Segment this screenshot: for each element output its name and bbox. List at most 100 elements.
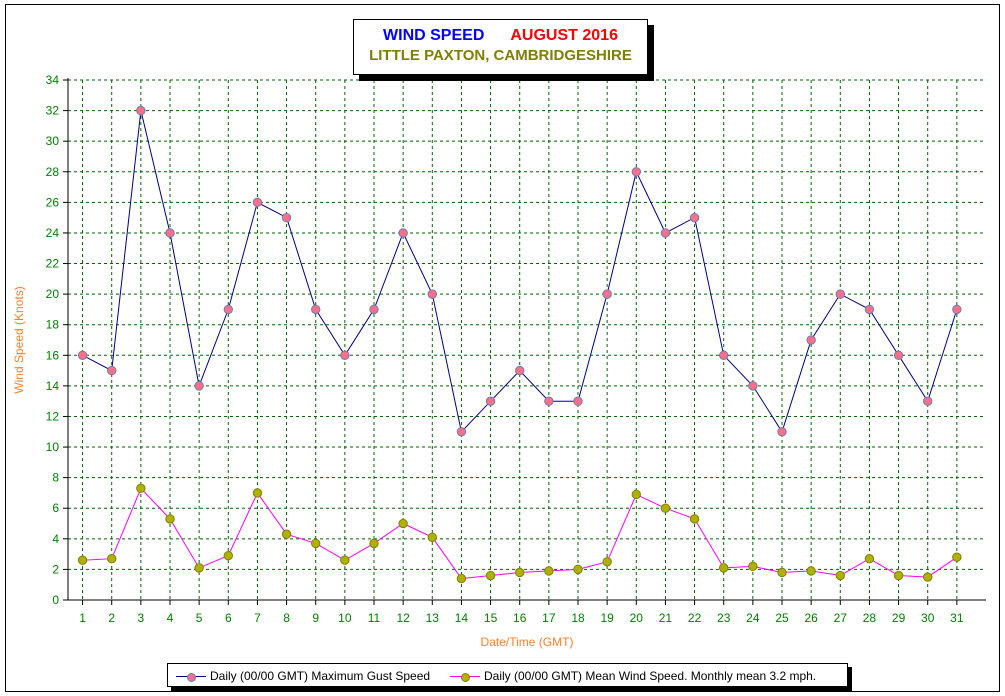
y-tick-label: 26: [46, 195, 60, 209]
data-point-mean: [485, 570, 496, 581]
x-tick-label: 24: [746, 611, 760, 625]
x-tick-label: 26: [804, 611, 818, 625]
x-tick-label: 5: [196, 611, 203, 625]
x-tick-label: 1: [79, 611, 86, 625]
x-tick-label: 23: [717, 611, 731, 625]
x-tick-label: 2: [108, 611, 115, 625]
data-point-gust: [806, 335, 816, 345]
x-tick-label: 4: [167, 611, 174, 625]
data-point-gust: [515, 365, 525, 376]
x-tick-label: 16: [513, 611, 527, 625]
data-point-gust: [398, 228, 408, 238]
data-point-mean: [777, 567, 787, 578]
data-point-gust: [689, 212, 700, 223]
data-point-mean: [281, 529, 292, 539]
x-tick-label: 30: [921, 611, 935, 625]
data-point-gust: [893, 350, 904, 360]
x-tick-label: 18: [571, 611, 585, 625]
x-tick-label: 6: [225, 611, 232, 625]
data-point-gust: [194, 381, 204, 391]
x-axis-title: Date/Time (GMT): [481, 635, 574, 649]
chart-subtitle: LITTLE PAXTON, CAMBRIDGESHIRE: [369, 47, 632, 64]
legend-line-gust: [176, 672, 206, 682]
chart-frame: [5, 4, 1000, 692]
x-tick-label: 3: [138, 611, 145, 625]
data-point-gust: [252, 197, 263, 208]
data-point-mean: [631, 489, 641, 500]
chart-title-right: AUGUST 2016: [510, 27, 618, 44]
x-tick-label: 9: [312, 611, 319, 625]
x-tick-label: 17: [542, 611, 556, 625]
data-point-gust: [340, 350, 350, 360]
data-point-gust: [864, 304, 875, 315]
data-point-gust: [107, 365, 117, 376]
legend-line-mean: [450, 672, 480, 682]
x-tick-label: 12: [396, 611, 410, 625]
legend-item-gust: Daily (00/00 GMT) Maximum Gust Speed: [176, 669, 430, 683]
data-point-mean: [340, 555, 350, 565]
y-tick-label: 4: [52, 532, 59, 546]
x-tick-label: 22: [688, 611, 702, 625]
data-point-mean: [369, 538, 379, 549]
data-point-mean: [427, 532, 437, 542]
data-point-mean: [544, 566, 554, 576]
x-tick-label: 29: [892, 611, 906, 625]
data-point-mean: [398, 518, 408, 529]
legend-label-gust: Daily (00/00 GMT) Maximum Gust Speed: [210, 669, 431, 683]
y-tick-label: 32: [46, 104, 60, 118]
y-tick-label: 20: [46, 287, 60, 301]
data-point-mean: [223, 550, 233, 561]
y-axis-title: Wind Speed (Knots): [12, 286, 26, 393]
series: [77, 105, 962, 584]
data-point-mean: [660, 503, 671, 513]
data-point-gust: [923, 396, 933, 406]
data-point-mean: [719, 563, 729, 573]
y-tick-label: 12: [46, 409, 60, 423]
data-point-gust: [165, 228, 175, 238]
y-tick-label: 18: [46, 318, 60, 332]
data-point-mean: [515, 567, 525, 578]
data-point-gust: [485, 396, 496, 406]
x-tick-label: 25: [775, 611, 789, 625]
data-point-mean: [893, 570, 904, 581]
legend-item-mean: Daily (00/00 GMT) Mean Wind Speed. Month…: [450, 669, 816, 683]
x-tick-label: 13: [426, 611, 440, 625]
x-tick-label: 21: [659, 611, 673, 625]
data-point-gust: [573, 396, 583, 406]
data-point-gust: [427, 289, 437, 299]
data-point-mean: [107, 554, 117, 564]
y-tick-label: 16: [46, 348, 60, 362]
x-tick-label: 8: [283, 611, 290, 625]
y-tick-label: 8: [52, 471, 59, 485]
data-point-gust: [719, 350, 729, 360]
x-tick-label: 27: [834, 611, 848, 625]
data-point-gust: [136, 105, 146, 116]
chart-title-left: WIND SPEED: [383, 27, 485, 44]
data-point-gust: [544, 396, 554, 406]
data-point-mean: [923, 572, 933, 582]
y-tick-label: 2: [52, 562, 59, 576]
data-point-mean: [136, 483, 146, 494]
y-tick-label: 6: [52, 501, 59, 515]
data-point-mean: [573, 564, 583, 575]
data-point-mean: [952, 552, 962, 562]
y-tick-label: 14: [46, 379, 60, 393]
x-tick-label: 28: [863, 611, 877, 625]
data-point-mean: [77, 555, 88, 565]
data-point-mean: [311, 538, 321, 549]
data-point-gust: [631, 167, 641, 177]
data-point-gust: [77, 350, 88, 360]
data-point-gust: [952, 304, 962, 315]
x-tick-label: 11: [368, 611, 381, 625]
x-tick-label: 20: [630, 611, 644, 625]
legend-label-mean: Daily (00/00 GMT) Mean Wind Speed. Month…: [484, 669, 817, 683]
y-tick-label: 30: [46, 134, 60, 148]
data-point-mean: [864, 554, 875, 564]
grid: [68, 79, 986, 600]
legend: Daily (00/00 GMT) Maximum Gust Speed Dai…: [167, 663, 848, 687]
y-tick-label: 22: [46, 257, 60, 271]
data-point-gust: [748, 381, 758, 391]
